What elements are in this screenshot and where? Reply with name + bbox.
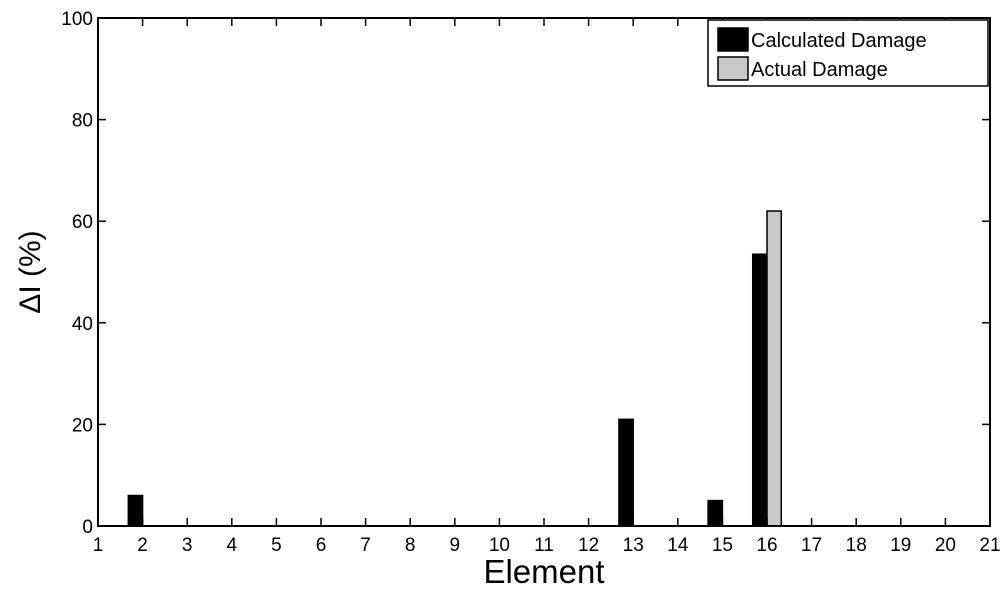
legend-box — [707, 19, 989, 87]
bar-calculated-damage-element-13 — [618, 418, 634, 527]
x-tick-label: 19 — [890, 535, 911, 556]
y-tick-label: 20 — [72, 415, 93, 436]
bar-calculated-damage-element-16 — [751, 253, 768, 527]
x-tick-label: 14 — [667, 535, 689, 556]
x-tick-label: 15 — [712, 535, 733, 556]
legend-label-actual-damage: Actual Damage — [751, 59, 888, 81]
x-tick-label: 5 — [271, 535, 282, 556]
plot-area-frame — [97, 17, 991, 527]
legend-label-calculated-damage: Calculated Damage — [751, 30, 927, 52]
y-tick-label: 0 — [82, 517, 93, 538]
x-tick-label: 10 — [489, 535, 510, 556]
legend-swatch-actual-damage — [717, 56, 749, 81]
y-tick-label: 80 — [72, 111, 93, 132]
y-tick-label: 100 — [61, 9, 93, 30]
bar-actual-damage-element-16 — [766, 210, 783, 527]
x-tick-label: 18 — [846, 535, 867, 556]
x-tick-label: 1 — [93, 535, 104, 556]
legend: Calculated Damage Actual Damage — [707, 19, 989, 87]
x-tick-label: 7 — [360, 535, 371, 556]
y-tick-label: 40 — [72, 314, 93, 335]
ticks-group: 1 2 3 4 5 6 7 8 9 10 11 12 13 14 15 16 17 18 19 20 210204060… — [61, 9, 1000, 556]
x-tick-label: 17 — [801, 535, 822, 556]
legend-swatch-calculated-damage — [717, 27, 749, 52]
x-tick-label: 21 — [979, 535, 1000, 556]
x-tick-label: 20 — [935, 535, 956, 556]
x-tick-label: 6 — [316, 535, 327, 556]
x-tick-label: 13 — [623, 535, 644, 556]
x-tick-label: 11 — [534, 535, 554, 556]
x-tick-label: 9 — [450, 535, 461, 556]
x-tick-label: 12 — [578, 535, 599, 556]
x-tick-label: 4 — [227, 535, 238, 556]
x-tick-label: 3 — [182, 535, 193, 556]
x-axis-title: Element — [483, 553, 604, 590]
x-tick-label: 2 — [137, 535, 148, 556]
bar-calculated-damage-element-15 — [707, 499, 724, 527]
y-tick-label: 60 — [72, 212, 93, 233]
x-tick-label: 8 — [405, 535, 416, 556]
bars-group — [127, 210, 783, 527]
y-axis-title: ΔI (%) — [14, 230, 47, 313]
bar-calculated-damage-element-2 — [127, 494, 144, 527]
x-tick-label: 16 — [756, 535, 777, 556]
